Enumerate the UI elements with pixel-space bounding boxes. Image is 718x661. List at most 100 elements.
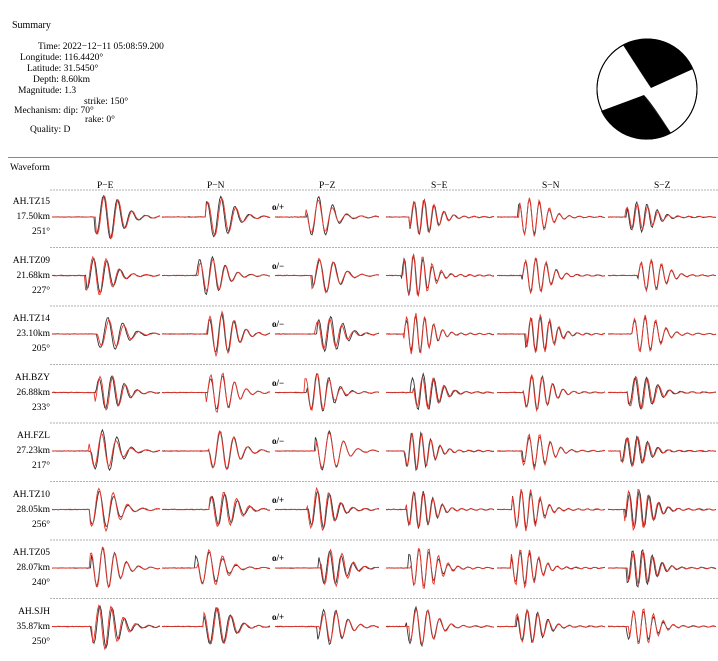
synthetic-trace bbox=[161, 310, 271, 358]
latitude-value: 31.5450° bbox=[63, 64, 99, 74]
waveform-trace-p-n bbox=[161, 372, 271, 414]
mechanism-label: Mechanism: bbox=[14, 106, 61, 116]
synthetic-trace bbox=[496, 373, 606, 413]
synthetic-trace bbox=[607, 204, 717, 231]
summary-rake: rake: 0° bbox=[85, 115, 115, 125]
station-name: AH.TZ14 bbox=[12, 314, 50, 324]
waveform-trace-s-e bbox=[385, 605, 495, 648]
station-distance: 23.10km bbox=[16, 329, 50, 339]
observed-trace bbox=[274, 429, 380, 471]
synthetic-trace bbox=[161, 429, 271, 471]
synthetic-trace bbox=[274, 317, 379, 350]
station-name: AH.TZ05 bbox=[12, 548, 50, 558]
waveform-trace-p-z bbox=[274, 486, 380, 532]
beachball-quadrant-lower bbox=[601, 95, 671, 140]
synthetic-trace bbox=[274, 199, 380, 233]
station-azimuth: 205° bbox=[31, 344, 50, 354]
synthetic-trace bbox=[51, 195, 161, 239]
quality-label: Quality: bbox=[30, 125, 62, 135]
waveform-trace-p-n bbox=[161, 491, 271, 528]
synthetic-trace bbox=[607, 258, 717, 293]
station-distance: 26.88km bbox=[16, 387, 50, 398]
dip-value: dip: 70° bbox=[63, 106, 94, 116]
summary-title: Summary bbox=[12, 20, 51, 31]
synthetic-trace bbox=[52, 603, 160, 651]
magnitude-value: 1.3 bbox=[64, 86, 77, 96]
summary-quality: Quality: D bbox=[30, 125, 70, 136]
waveform-trace-p-z bbox=[274, 195, 380, 236]
station-name: AH.TZ15 bbox=[12, 197, 50, 207]
beachball-quadrant-upper bbox=[623, 38, 693, 88]
time-value: 2022−12−11 05:08:59.200 bbox=[62, 42, 164, 52]
summary-depth: Depth: 8.60km bbox=[33, 75, 90, 86]
station-name: AH.FZL bbox=[17, 431, 50, 441]
waveform-trace-p-n bbox=[161, 606, 271, 645]
station-polarity: o/− bbox=[272, 436, 285, 446]
station-azimuth: 256° bbox=[31, 519, 50, 530]
synthetic-trace bbox=[274, 257, 380, 294]
synthetic-trace bbox=[275, 548, 380, 588]
waveform-trace-p-z bbox=[274, 372, 380, 412]
synthetic-trace bbox=[496, 257, 606, 295]
summary-latitude: Latitude: 31.5450° bbox=[27, 64, 98, 75]
synthetic-trace bbox=[51, 320, 161, 347]
station-polarity: o/+ bbox=[272, 611, 285, 622]
magnitude-label: Magnitude: bbox=[18, 86, 62, 96]
station-name: AH.TZ09 bbox=[12, 255, 50, 266]
waveform-trace-s-z bbox=[607, 258, 717, 293]
column-label-p-e: P−E bbox=[97, 181, 114, 191]
synthetic-trace bbox=[161, 259, 271, 292]
waveform-trace-p-z bbox=[274, 257, 380, 294]
waveform-title: Waveform bbox=[10, 163, 50, 173]
observed-trace bbox=[274, 260, 380, 293]
synthetic-trace bbox=[51, 487, 161, 533]
station-polarity: o/− bbox=[272, 319, 285, 329]
station-azimuth: 233° bbox=[31, 402, 50, 413]
station-polarity: o/− bbox=[272, 377, 285, 388]
observed-trace bbox=[274, 195, 379, 236]
synthetic-trace bbox=[161, 491, 271, 528]
waveform-trace-s-z bbox=[607, 200, 717, 234]
waveform-trace-s-e bbox=[385, 431, 495, 472]
synthetic-trace bbox=[385, 492, 495, 528]
waveform-trace-p-z bbox=[274, 548, 380, 588]
station-azimuth: 217° bbox=[31, 461, 50, 471]
waveform-trace-s-z bbox=[607, 435, 717, 468]
waveform-trace-s-n bbox=[496, 549, 606, 589]
synthetic-trace bbox=[385, 199, 495, 235]
waveform-trace-s-e bbox=[385, 491, 495, 529]
waveform-trace-p-e bbox=[51, 428, 161, 472]
synthetic-trace bbox=[607, 488, 717, 532]
synthetic-trace bbox=[385, 252, 495, 297]
station-polarity: o/+ bbox=[272, 202, 285, 212]
synthetic-trace bbox=[496, 197, 606, 237]
station-name: AH.TZ10 bbox=[12, 489, 50, 500]
station-distance: 35.87km bbox=[16, 621, 50, 632]
beachball-quadrant-upper-edge bbox=[623, 45, 651, 88]
station-name: AH.BZY bbox=[14, 372, 50, 383]
station-distance: 28.07km bbox=[16, 563, 50, 573]
station-polarity: o/− bbox=[272, 260, 285, 271]
waveform-trace-s-n bbox=[496, 257, 606, 295]
waveform-trace-s-z bbox=[607, 548, 717, 588]
synthetic-trace bbox=[496, 489, 606, 532]
waveform-trace-s-z bbox=[607, 314, 717, 353]
summary-time: Time: 2022−12−11 05:08:59.200 bbox=[38, 42, 164, 53]
waveform-trace-p-n bbox=[161, 548, 271, 586]
depth-label: Depth: bbox=[33, 75, 59, 85]
column-label-p-n: P−N bbox=[207, 181, 225, 191]
synthetic-trace bbox=[274, 611, 380, 643]
column-label-s-e: S−E bbox=[431, 181, 448, 191]
synthetic-trace bbox=[161, 372, 271, 414]
synthetic-trace bbox=[161, 606, 271, 645]
observed-trace bbox=[161, 313, 271, 353]
synthetic-trace bbox=[385, 607, 495, 646]
synthetic-trace bbox=[51, 433, 160, 468]
station-azimuth: 251° bbox=[31, 227, 50, 237]
waveform-trace-p-e bbox=[51, 194, 161, 240]
synthetic-trace bbox=[607, 435, 717, 467]
station-azimuth: 240° bbox=[31, 578, 50, 588]
synthetic-trace bbox=[496, 549, 606, 589]
waveform-trace-s-n bbox=[496, 433, 606, 472]
